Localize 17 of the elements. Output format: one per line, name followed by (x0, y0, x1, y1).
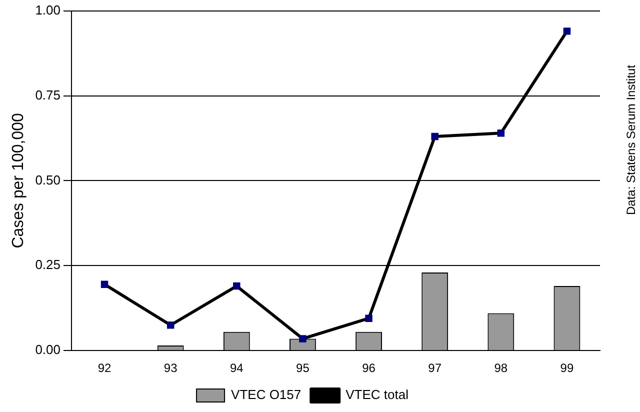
x-tick-label: 97 (428, 361, 442, 376)
text: Data: Statens Serum Institut (624, 64, 638, 218)
legend-label: VTEC O157 (231, 387, 302, 402)
x-tick-label: 93 (164, 361, 178, 376)
x-tick-label: 96 (362, 361, 376, 376)
y-tick-label: 1.00 (35, 2, 60, 18)
y-axis-title: Cases per 100,000 (10, 112, 28, 248)
x-tick-label: 95 (296, 361, 310, 376)
legend-label: VTEC total (346, 387, 409, 402)
x-tick-label: 98 (494, 361, 508, 376)
x-tick-label: 94 (230, 361, 244, 376)
x-tick-label: 92 (98, 361, 112, 376)
y-tick-label: 0.00 (35, 342, 60, 358)
x-tick-label: 99 (560, 361, 574, 376)
y-tick-label: 0.25 (35, 257, 60, 272)
y-tick-label: 0.75 (35, 87, 60, 102)
y-tick-label: 0.50 (35, 172, 60, 188)
